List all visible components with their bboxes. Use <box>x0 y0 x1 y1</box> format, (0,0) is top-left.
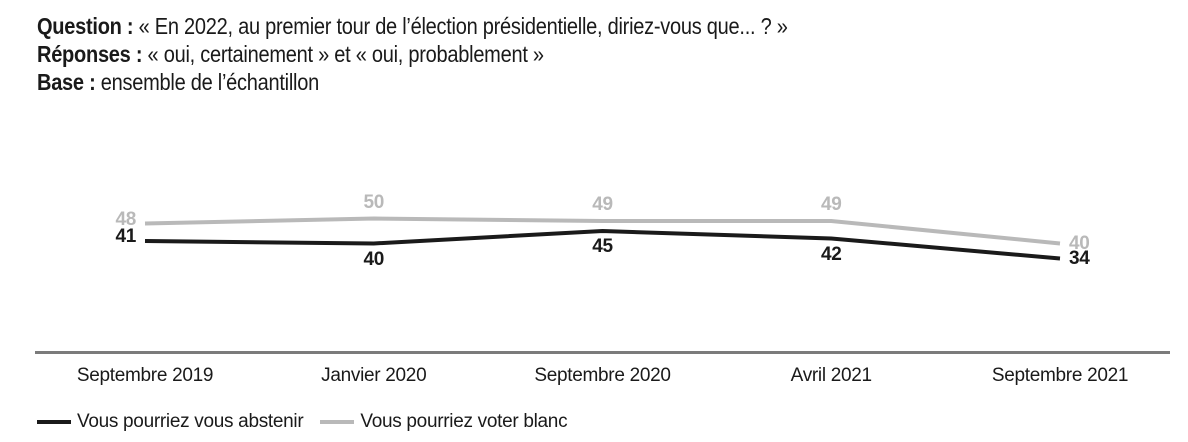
base-text: ensemble de l’échantillon <box>95 69 319 95</box>
x-axis-label-2: Septembre 2020 <box>534 365 671 386</box>
data-label: 48 <box>115 208 136 230</box>
series-line-1 <box>144 216 1061 246</box>
x-axis-label-0: Septembre 2019 <box>76 365 214 386</box>
legend-item-blanc: Vous pourriez voter blanc <box>320 410 568 434</box>
base-label: Base : <box>37 69 96 95</box>
legend-label-abstenir: Vous pourriez vous abstenir <box>77 411 304 432</box>
question-text: « En 2022, au premier tour de l’élection… <box>133 13 788 39</box>
base-line: Base : ensemble de l’échantillon <box>37 68 788 96</box>
data-label: 49 <box>820 194 842 215</box>
x-axis-label-4: Septembre 2021 <box>991 365 1129 386</box>
legend-line-swatch-blanc <box>320 420 355 424</box>
data-label: 45 <box>592 236 613 257</box>
x-axis-label-3: Avril 2021 <box>790 365 872 386</box>
reponses-text: « oui, certainement » et « oui, probable… <box>142 41 545 67</box>
data-label: 49 <box>592 194 613 215</box>
chart-question-block: Question : « En 2022, au premier tour de… <box>37 12 788 96</box>
reponses-label: Réponses : <box>37 41 143 67</box>
reponses-line: Réponses : « oui, certainement » et « ou… <box>37 40 788 68</box>
x-axis-label-1: Janvier 2020 <box>321 365 427 386</box>
series-line-0 <box>144 228 1061 261</box>
legend-item-abstenir: Vous pourriez vous abstenir <box>37 410 304 434</box>
legend-line-swatch-abstenir <box>37 420 71 424</box>
data-label: 40 <box>363 248 385 270</box>
data-label: 42 <box>820 243 842 265</box>
data-label: 41 <box>115 226 136 247</box>
data-label: 34 <box>1069 247 1090 269</box>
data-label: 40 <box>1069 232 1090 254</box>
x-axis-line <box>35 351 1170 354</box>
legend: Vous pourriez vous abstenir Vous pourrie… <box>37 410 568 434</box>
question-line: Question : « En 2022, au premier tour de… <box>37 12 788 40</box>
legend-label-blanc: Vous pourriez voter blanc <box>360 411 568 432</box>
data-label: 50 <box>363 191 385 213</box>
question-label: Question : <box>37 13 134 39</box>
